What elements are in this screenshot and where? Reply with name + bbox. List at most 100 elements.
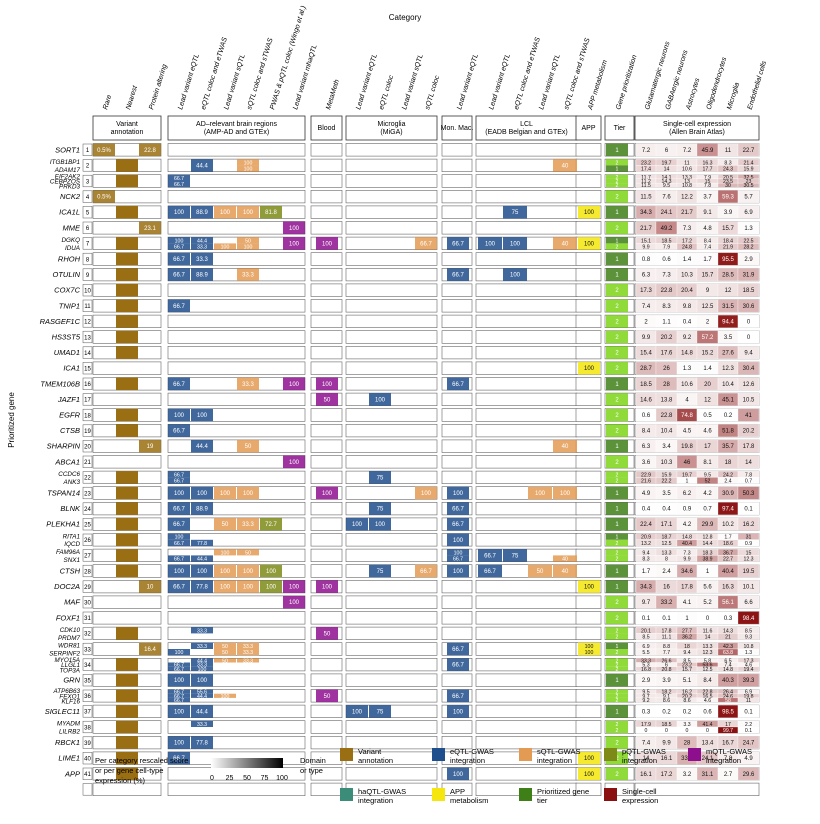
expression-value: 51.8 [722,429,734,435]
category-value: 66.7 [174,176,184,182]
category-cell [283,237,305,250]
category-cell [606,393,628,406]
expression-cell [737,726,760,734]
row-group-box [310,314,343,329]
gene-name: SORT1 [55,145,80,154]
row-group-box [575,174,602,188]
expression-value: 18.5 [661,722,671,728]
column-header: Astrocytes [685,77,702,112]
category-cell [606,736,628,749]
category-value: 100 [221,245,230,251]
category-cell [116,283,138,297]
row-group-box [575,486,602,500]
row-number: 34 [84,663,91,669]
category-cell [237,549,259,556]
expression-value: 16.7 [722,741,734,747]
row-group-box [310,143,343,157]
expression-value: 24.8 [682,245,692,251]
category-cell [191,580,213,593]
column-header: APP metabolism [587,59,609,111]
row-group-box [345,221,438,235]
row-group-box [345,361,438,375]
expression-value: 21.6 [641,479,651,485]
row-group-box [345,611,438,625]
expression-value: 95.5 [722,257,734,263]
expression-value: 15.2 [702,351,714,357]
category-value: 44.4 [197,557,207,563]
expression-value: 7.4 [642,304,651,310]
category-cell [191,539,213,547]
category-cell [606,174,628,179]
column-header: Lead variant mhaQTL [292,44,319,111]
category-value: 100 [535,491,546,497]
category-cell [168,502,190,515]
category-cell [168,736,190,749]
expression-value: 41.4 [702,722,712,728]
category-cell [168,243,190,250]
category-value: 100 [197,569,208,575]
expression-cell [737,767,760,781]
category-value: 66.7 [452,522,464,528]
category-cell [237,159,259,166]
scale-tick: 75 [261,775,269,782]
expression-value: 4.6 [704,698,711,704]
category-value: 75 [377,709,384,715]
row-group-box [475,143,578,157]
category-cell [606,662,628,667]
expression-cell [737,633,760,640]
category-cell [168,666,190,671]
expression-value: 6.9 [744,210,753,216]
table-row: MAF 30 100 2 9.7 33.2 4.1 5.2 56.1 6.6 [64,595,760,609]
category-cell [447,486,469,500]
category-cell [168,377,190,391]
gene-name: ATP6B63 [53,688,81,695]
row-group-box [475,174,578,188]
expression-value: 97.4 [722,507,734,513]
expression-value: 52 [705,479,711,485]
category-value: 66.7 [452,647,464,653]
expression-value: 1.1 [662,319,671,325]
category-cell [346,517,368,531]
category-value: 44.4 [197,658,207,664]
category-value: 88.9 [196,507,208,513]
column-header: sQTL coloc [424,74,441,110]
expression-value: 17.8 [743,444,755,450]
legend-label: integration [358,796,393,805]
category-value: 66.7 [174,690,184,696]
expression-value: 50.3 [743,491,755,497]
column-header: MetaMeth [325,79,341,111]
category-cell [606,767,628,781]
column-header: Lead variant eQTL [177,53,201,111]
category-cell [116,315,138,328]
expression-value: 13 [684,179,690,185]
expression-value: 13.4 [702,741,714,747]
expression-value: 10.5 [743,397,755,403]
row-group-box [441,735,473,750]
category-value: 66.7 [174,698,184,704]
row-group-box [310,283,343,297]
category-cell [283,595,305,609]
expression-value: 0.8 [642,257,651,263]
category-cell [139,580,161,593]
row-group-box [345,205,438,219]
expression-value: 74.8 [681,413,693,419]
row-number-box [82,611,93,624]
row-number-box [82,284,93,297]
category-value: 33.3 [242,382,254,388]
gene-name: BLNK [60,504,81,513]
expression-value: 3.4 [662,444,671,450]
table-row: PLEKHA1 25 66.7 50 33.3 72.7 100 100 66.7 1 22.4 17… [46,517,760,531]
category-value: 100 [322,585,333,591]
category-value: 100 [485,241,496,247]
row-number: 39 [84,741,91,747]
category-cell [168,174,190,181]
expression-value: 0.3 [724,616,733,622]
category-value: 50 [245,550,251,556]
legend-label: integration [537,756,572,765]
tier-label: 2 [616,728,619,734]
row-number: 13 [84,335,91,341]
expression-cell [737,555,760,562]
row-group-box [310,548,343,562]
category-cell [447,658,469,671]
category-cell [283,580,305,593]
